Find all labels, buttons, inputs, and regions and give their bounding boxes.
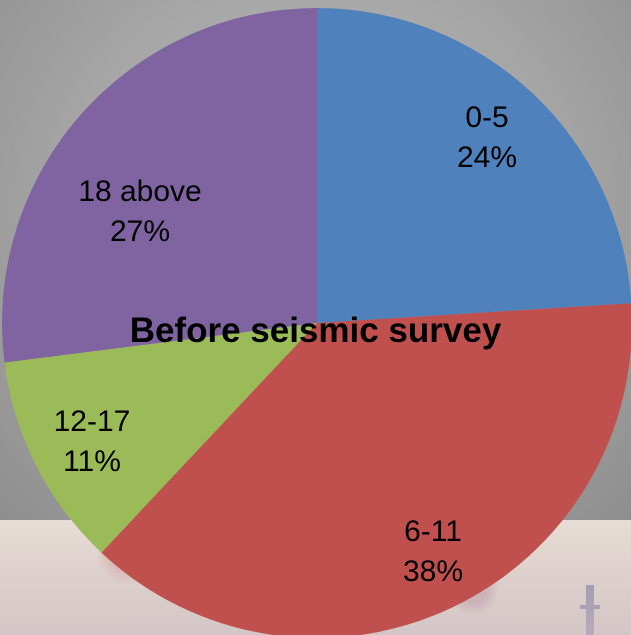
background-tower-graphic [580,585,600,635]
slice-percent-label: 27% [110,215,170,248]
slice-category-label: 12-17 [54,405,131,438]
slice-category-label: 6-11 [404,515,462,548]
chart-title: Before seismic survey [129,311,502,350]
slice-category-label: 18 above [78,175,201,208]
pie-slice-12-17 [4,323,318,553]
pie-slice-0-5 [317,8,631,323]
pie-slice-6-11 [101,303,631,635]
slice-percent-label: 38% [403,555,463,588]
slice-percent-label: 11% [63,445,121,478]
pie-labels: 0-5 24% 6-11 38% 12-17 11% 18 above 27% [54,101,517,588]
pie-slices [1,8,631,635]
slice-percent-label: 24% [457,141,517,174]
pie-slice-18-above [1,8,317,363]
slice-category-label: 0-5 [465,101,508,134]
